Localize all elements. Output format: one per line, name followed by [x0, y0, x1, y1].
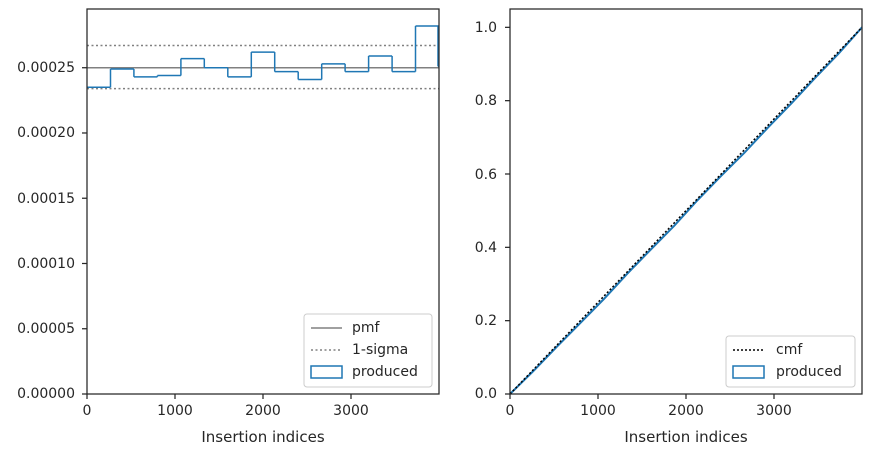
left-y-tick-label: 0.00020 [17, 125, 75, 141]
legend-cmf-label: cmf [776, 342, 803, 358]
right-plot-marks [505, 26, 863, 399]
left-y-tick-label: 0.00010 [17, 256, 75, 272]
histogram-panel: 0.00000 0.00005 0.00010 0.00015 0.00020 … [17, 8, 440, 446]
legend-1-sigma-label: 1-sigma [352, 342, 408, 358]
right-x-tick-label: 2000 [668, 403, 704, 419]
left-x-tick-label: 1000 [157, 403, 193, 419]
left-x-axis-label: Insertion indices [201, 428, 324, 446]
left-legend: pmf 1-sigma produced [303, 313, 433, 388]
legend-produced-swatch [732, 365, 765, 379]
left-y-tick-label: 0.00015 [17, 191, 75, 207]
produced-cumulative-line [509, 26, 863, 395]
right-y-tick-label: 0.4 [475, 240, 497, 256]
left-y-tick-label: 0.00000 [17, 386, 75, 402]
left-axes-frame [86, 8, 440, 395]
left-plot-marks [82, 25, 439, 399]
right-x-axis-label: Insertion indices [624, 428, 747, 446]
cumulative-panel: 0.0 0.2 0.4 0.6 0.8 1.0 0 1000 2000 3000… [475, 8, 863, 446]
right-y-tick-label: 0.2 [475, 313, 497, 329]
right-x-tick-labels: 0 1000 2000 3000 [506, 403, 792, 419]
right-x-tick-label: 3000 [756, 403, 792, 419]
legend-pmf-label: pmf [352, 320, 381, 336]
right-y-tick-label: 0.6 [475, 167, 497, 183]
right-legend-box [725, 335, 856, 388]
left-x-tick-label: 2000 [245, 403, 281, 419]
right-y-tick-labels: 0.0 0.2 0.4 0.6 0.8 1.0 [475, 20, 497, 402]
left-y-tick-label: 0.00025 [17, 60, 75, 76]
legend-produced-label: produced [776, 364, 842, 380]
right-legend: cmf produced [725, 335, 856, 388]
left-x-tick-labels: 0 1000 2000 3000 [83, 403, 369, 419]
right-axes-frame [509, 8, 863, 395]
left-y-tick-label: 0.00005 [17, 321, 75, 337]
left-y-tick-labels: 0.00000 0.00005 0.00010 0.00015 0.00020 … [17, 60, 75, 402]
right-x-tick-label: 0 [506, 403, 515, 419]
right-y-tick-label: 0.8 [475, 93, 497, 109]
cmf-line [509, 26, 863, 395]
right-y-tick-label: 1.0 [475, 20, 497, 36]
left-x-tick-label: 0 [83, 403, 92, 419]
legend-produced-label: produced [352, 364, 418, 380]
legend-produced-swatch [310, 365, 343, 379]
left-legend-box [303, 313, 433, 388]
right-x-tick-label: 1000 [580, 403, 616, 419]
left-x-tick-label: 3000 [333, 403, 369, 419]
right-y-tick-label: 0.0 [475, 386, 497, 402]
